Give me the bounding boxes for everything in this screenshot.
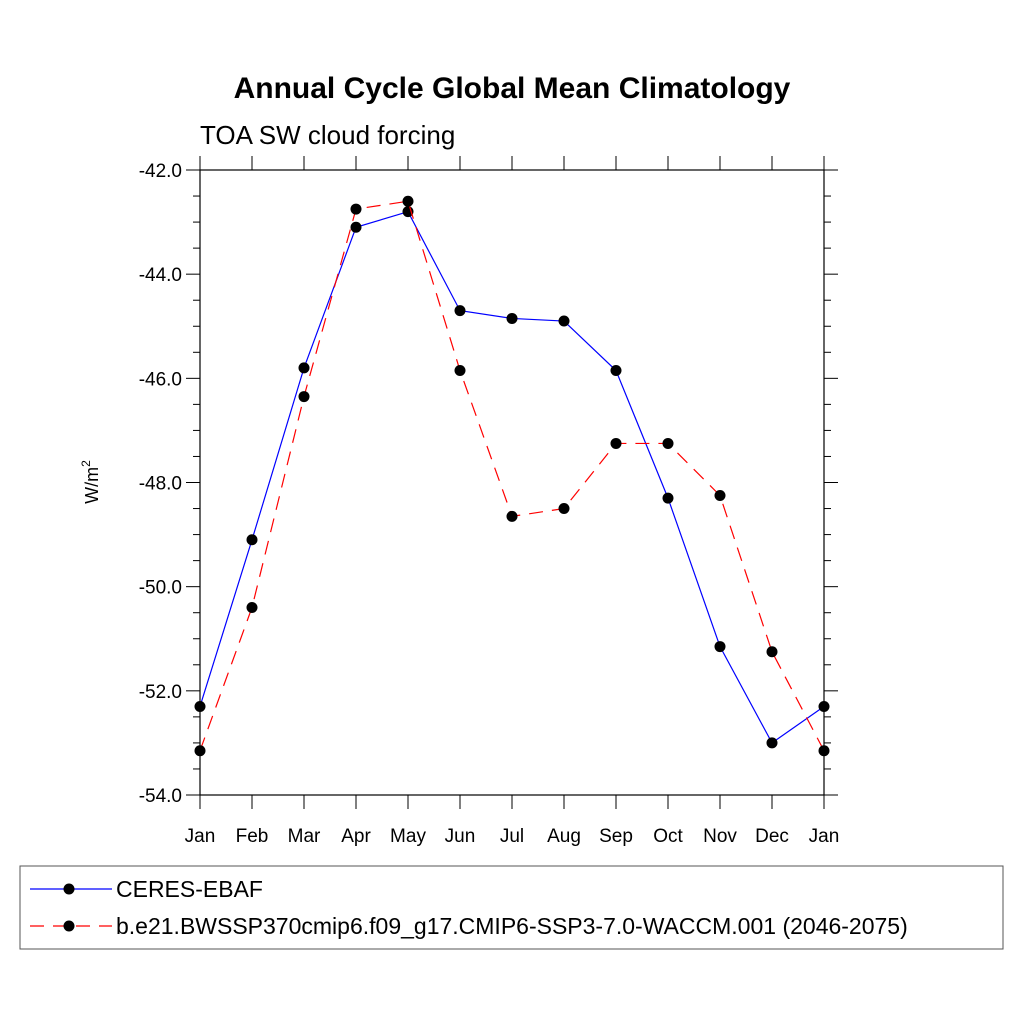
x-tick-label: Dec: [755, 826, 789, 847]
legend-marker-1: [63, 883, 75, 895]
series-1-point: [766, 737, 778, 749]
x-tick-label: Apr: [341, 826, 371, 847]
series-1-point: [818, 700, 830, 712]
y-tick-label: -50.0: [139, 578, 182, 599]
series-line-2: [199, 200, 825, 752]
x-tick-label: Sep: [599, 826, 633, 847]
series-2-point: [298, 391, 310, 403]
y-tick-label: -52.0: [139, 682, 182, 703]
series-2-point: [194, 745, 206, 757]
y-axis-label-base: W/m: [82, 467, 102, 504]
series-2-point: [350, 203, 362, 215]
series-2-point: [454, 365, 466, 377]
series-2-point: [558, 503, 570, 515]
y-tick-label: -42.0: [139, 161, 182, 182]
y-tick-label: -48.0: [139, 474, 182, 495]
series-2-point: [662, 437, 674, 449]
x-tick-label: Mar: [288, 826, 321, 847]
series-1-point: [558, 315, 570, 327]
series-2-point: [506, 510, 518, 522]
series-1-point: [350, 221, 362, 233]
series-2-point: [714, 490, 726, 502]
y-axis-label: W/m2: [79, 460, 102, 504]
legend-label-2: b.e21.BWSSP370cmip6.f09_g17.CMIP6-SSP3-7…: [116, 913, 908, 939]
series-2-point: [402, 195, 414, 207]
x-tick-label: Nov: [703, 826, 737, 847]
chart-subtitle: TOA SW cloud forcing: [200, 120, 455, 150]
series-2-point: [246, 602, 258, 613]
series-1-point: [714, 641, 726, 653]
x-tick-label: Jul: [500, 826, 524, 847]
x-tick-label: Jun: [445, 826, 476, 847]
series-2-point: [818, 745, 830, 757]
series-line-1: [199, 210, 825, 744]
legend-box: [19, 865, 1004, 950]
series-2-point: [766, 646, 778, 658]
series-1-point: [506, 312, 518, 324]
legend-label-1: CERES-EBAF: [116, 876, 263, 902]
series-1-point: [194, 700, 206, 712]
series-1-point: [454, 305, 466, 317]
series-1-point: [298, 362, 310, 374]
x-tick-label: Oct: [653, 826, 683, 847]
y-tick-label: -46.0: [139, 369, 182, 390]
legend-marker-2: [63, 920, 75, 932]
plot-frame: [199, 169, 825, 796]
series-1-point: [610, 365, 622, 377]
x-tick-label: Feb: [236, 826, 269, 847]
chart-title: Annual Cycle Global Mean Climatology: [234, 72, 791, 105]
legend: CERES-EBAF b.e21.BWSSP370cmip6.f09_g17.CM…: [19, 865, 1004, 950]
y-tick-label: -54.0: [139, 786, 182, 807]
x-tick-label: Jan: [809, 826, 840, 847]
x-tick-label: May: [390, 826, 426, 847]
y-tick-label: -44.0: [139, 265, 182, 286]
y-axis-label-sup: 2: [79, 460, 93, 467]
series-1-point: [246, 534, 258, 546]
x-tick-label: Jan: [185, 826, 216, 847]
x-tick-label: Aug: [547, 826, 581, 847]
series-1-point: [662, 492, 674, 504]
series-2-point: [610, 437, 622, 449]
